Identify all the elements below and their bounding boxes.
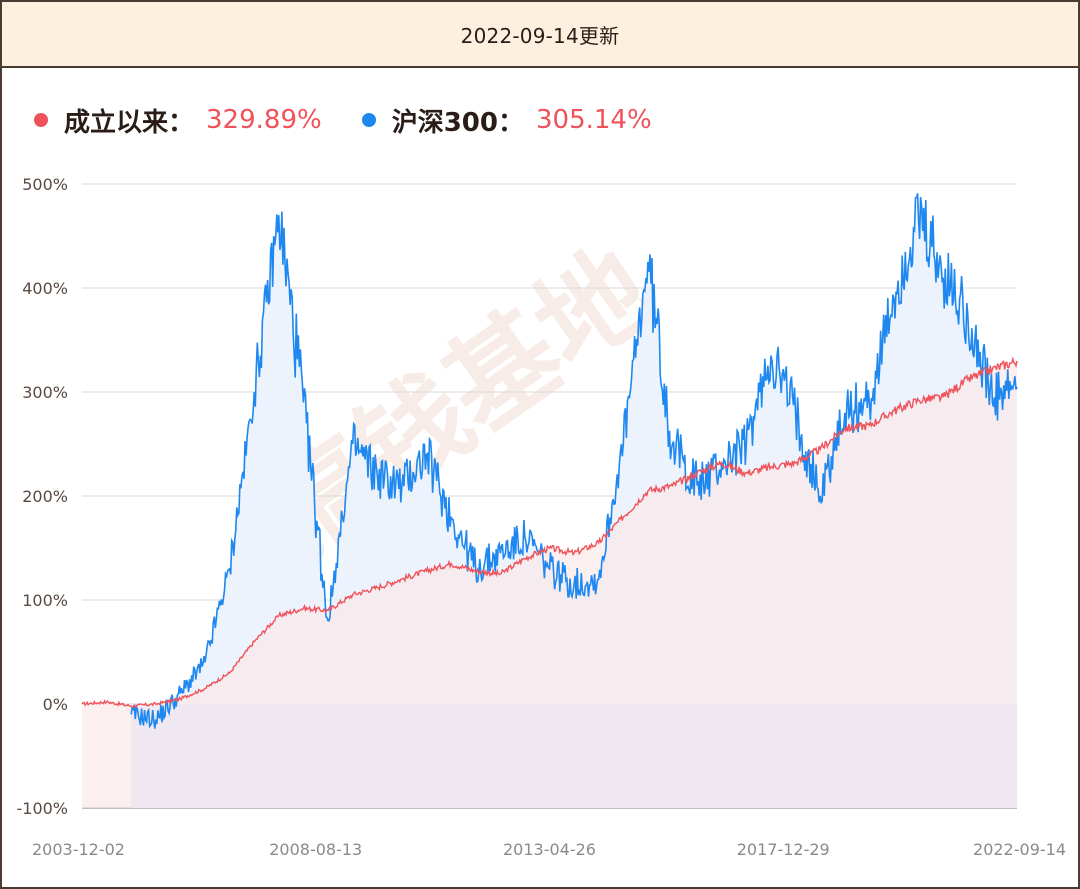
y-tick-label: 0% (43, 695, 68, 714)
x-tick-label: 2017-12-29 (737, 840, 830, 859)
legend-value-index: 305.14% (535, 105, 652, 135)
y-tick-label: 400% (22, 279, 68, 298)
x-tick-label: 2008-08-13 (269, 840, 362, 859)
y-tick-label: 200% (22, 487, 68, 506)
fund-line-since-inception (81, 356, 1018, 709)
red-dot-icon (34, 113, 48, 127)
fund-area (82, 358, 1017, 808)
x-tick-label: 2013-04-26 (503, 840, 596, 859)
series-lines (81, 193, 1018, 729)
x-axis: 2003-12-02 2008-08-13 2013-04-26 2017-12-29… (32, 840, 1066, 859)
update-date-title: 2022-09-14更新 (460, 23, 620, 48)
x-tick-label: 2022-09-14 (973, 840, 1066, 859)
legend-value-fund: 329.89% (206, 105, 322, 135)
x-tick-label: 2003-12-02 (32, 840, 125, 859)
legend-label-index: 沪深300： (391, 107, 524, 138)
overlap-below-zero (131, 704, 1018, 808)
legend-label-fund: 成立以来： (64, 107, 195, 138)
index-line-hs300 (130, 193, 1018, 729)
legend-item-index[interactable]: 沪深300： 305.14% (361, 102, 652, 139)
y-tick-label: -100% (16, 799, 68, 818)
y-tick-label: 100% (22, 591, 68, 610)
y-tick-label: 500% (22, 175, 68, 194)
area-fills (82, 193, 1018, 808)
y-tick-label: 300% (22, 383, 68, 402)
header-bar: 2022-09-14更新 (2, 2, 1078, 68)
y-axis: 500% 400% 300% 200% 100% 0% -100% (16, 175, 68, 818)
legend-item-fund[interactable]: 成立以来： 329.89% (34, 102, 322, 139)
blue-dot-icon (361, 113, 376, 127)
legend: 成立以来： 329.89% 沪深300： 305.14% (34, 100, 692, 140)
